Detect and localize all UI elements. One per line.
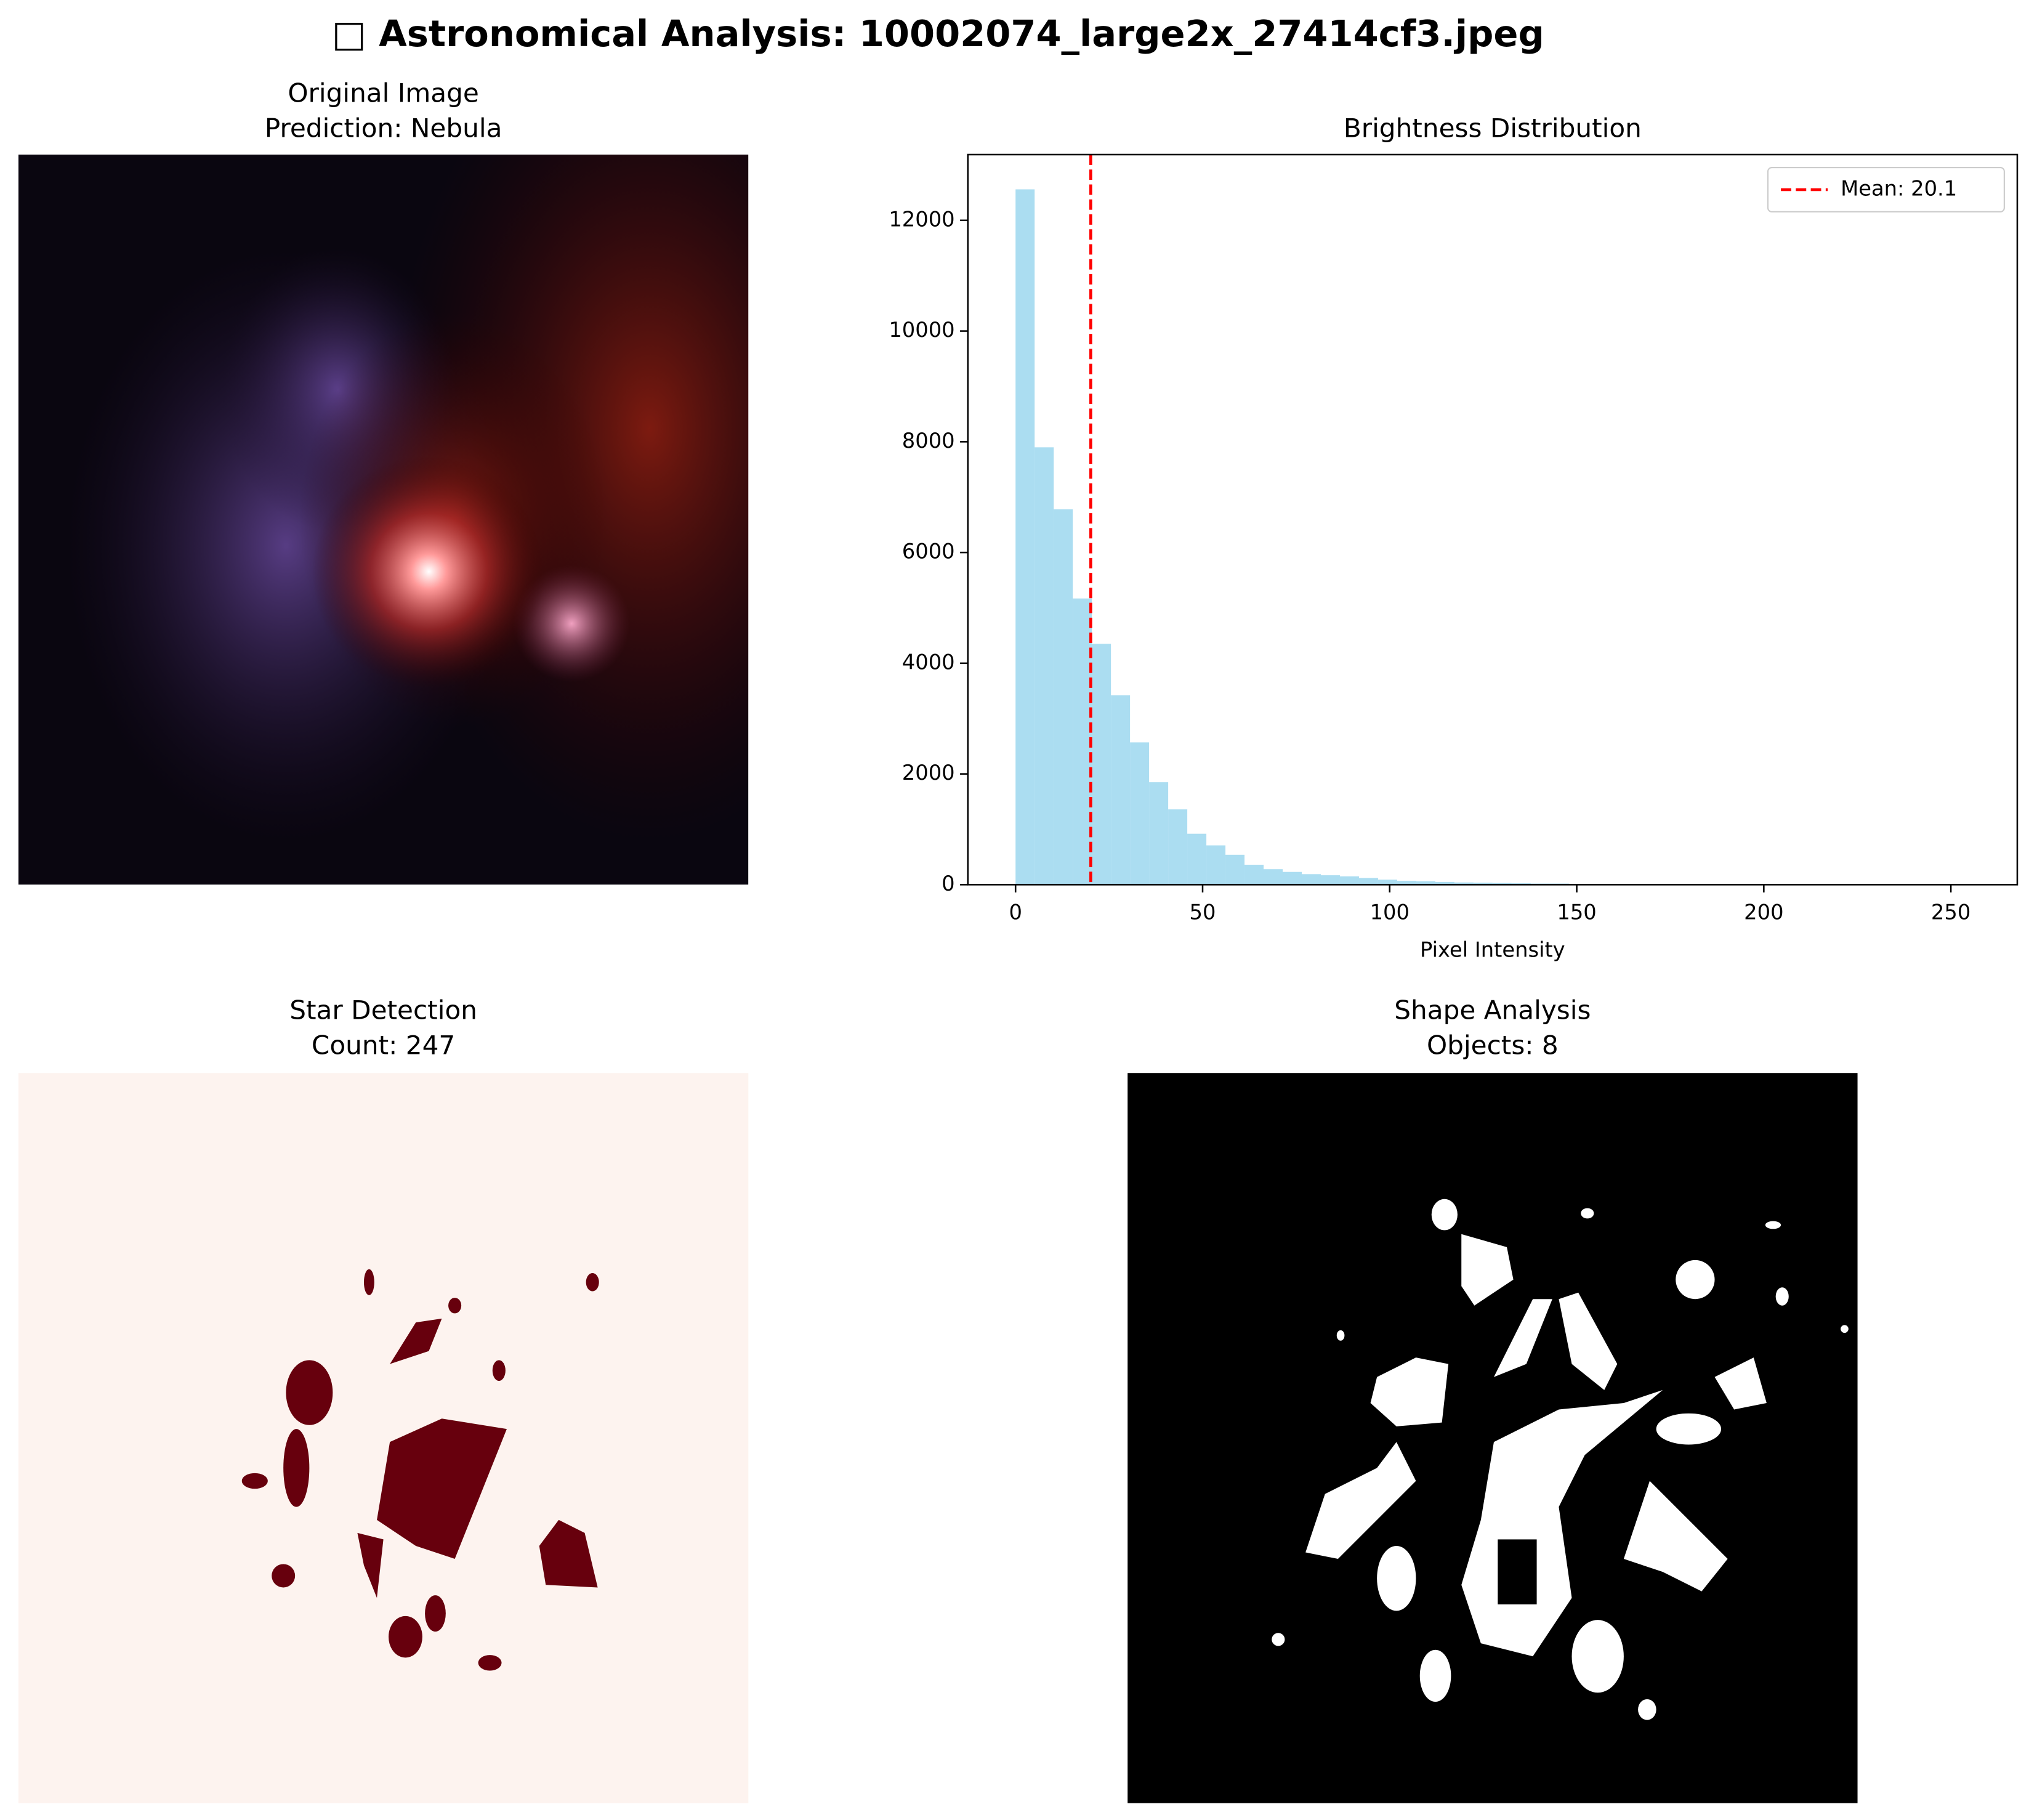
x-tick-label: 0 (1009, 900, 1022, 924)
histogram-bar (1187, 833, 1207, 885)
y-tick-label: 12000 (889, 207, 954, 231)
shape-hole (1498, 1539, 1537, 1604)
histogram-bar (1092, 644, 1111, 885)
chart-title: Brightness Distribution (1344, 113, 1642, 143)
x-tick-label: 150 (1557, 900, 1596, 924)
y-tick-label: 6000 (902, 540, 955, 564)
legend-label: Mean: 20.1 (1841, 176, 1957, 200)
histogram-bar (1149, 782, 1169, 885)
nebula-image (18, 154, 749, 885)
histogram-bar (1339, 876, 1359, 885)
x-tick-label: 200 (1744, 900, 1783, 924)
histogram-bar (1416, 881, 1435, 885)
histogram-bar (1130, 742, 1150, 885)
star-detection-image (18, 1073, 749, 1803)
histogram-bar (1206, 845, 1226, 885)
x-tick-label: 250 (1931, 900, 1970, 924)
y-tick-label: 4000 (902, 650, 955, 674)
figure-title: □ Astronomical Analysis: 10002074_large2… (332, 12, 1544, 55)
histogram-bar (1225, 854, 1245, 885)
histogram-bar (1244, 865, 1264, 885)
histogram-bar (1111, 695, 1131, 885)
y-tick-label: 2000 (902, 761, 955, 785)
panel-subtitle: Prediction: Nebula (265, 113, 502, 143)
shape-analysis-image (1127, 1073, 1858, 1803)
panel-subtitle: Count: 247 (312, 1030, 455, 1061)
histogram-bar (1073, 598, 1092, 885)
histogram-bar (1264, 869, 1283, 885)
histogram-bar (1473, 883, 1493, 885)
histogram-bar (1168, 809, 1188, 885)
histogram-bar (1397, 881, 1416, 885)
histogram-bar (1492, 883, 1512, 885)
y-tick-label: 8000 (902, 429, 955, 453)
axes-frame (967, 153, 2019, 886)
histogram-bar (1377, 880, 1397, 885)
histogram-bar (1035, 447, 1054, 885)
panel-subtitle: Objects: 8 (1427, 1030, 1559, 1061)
y-tick-label: 0 (942, 872, 954, 896)
y-tick-label: 10000 (889, 318, 954, 342)
histogram-bar (1320, 875, 1340, 885)
panel-title: Star Detection (289, 995, 477, 1025)
x-tick-label: 100 (1370, 900, 1410, 924)
histogram-bar (1015, 189, 1035, 885)
x-tick-label: 50 (1190, 900, 1216, 924)
histogram-bar (1454, 882, 1474, 885)
panel-title: Original Image (288, 78, 479, 108)
histogram-bar (1283, 872, 1302, 885)
histogram-bar (1301, 874, 1321, 885)
legend-box (1767, 167, 2005, 212)
histogram-bar (1054, 509, 1073, 885)
x-axis-label: Pixel Intensity (1420, 937, 1565, 961)
panel-title: Shape Analysis (1394, 995, 1591, 1025)
histogram-bar (1435, 881, 1454, 885)
histogram-bar (1358, 878, 1378, 885)
